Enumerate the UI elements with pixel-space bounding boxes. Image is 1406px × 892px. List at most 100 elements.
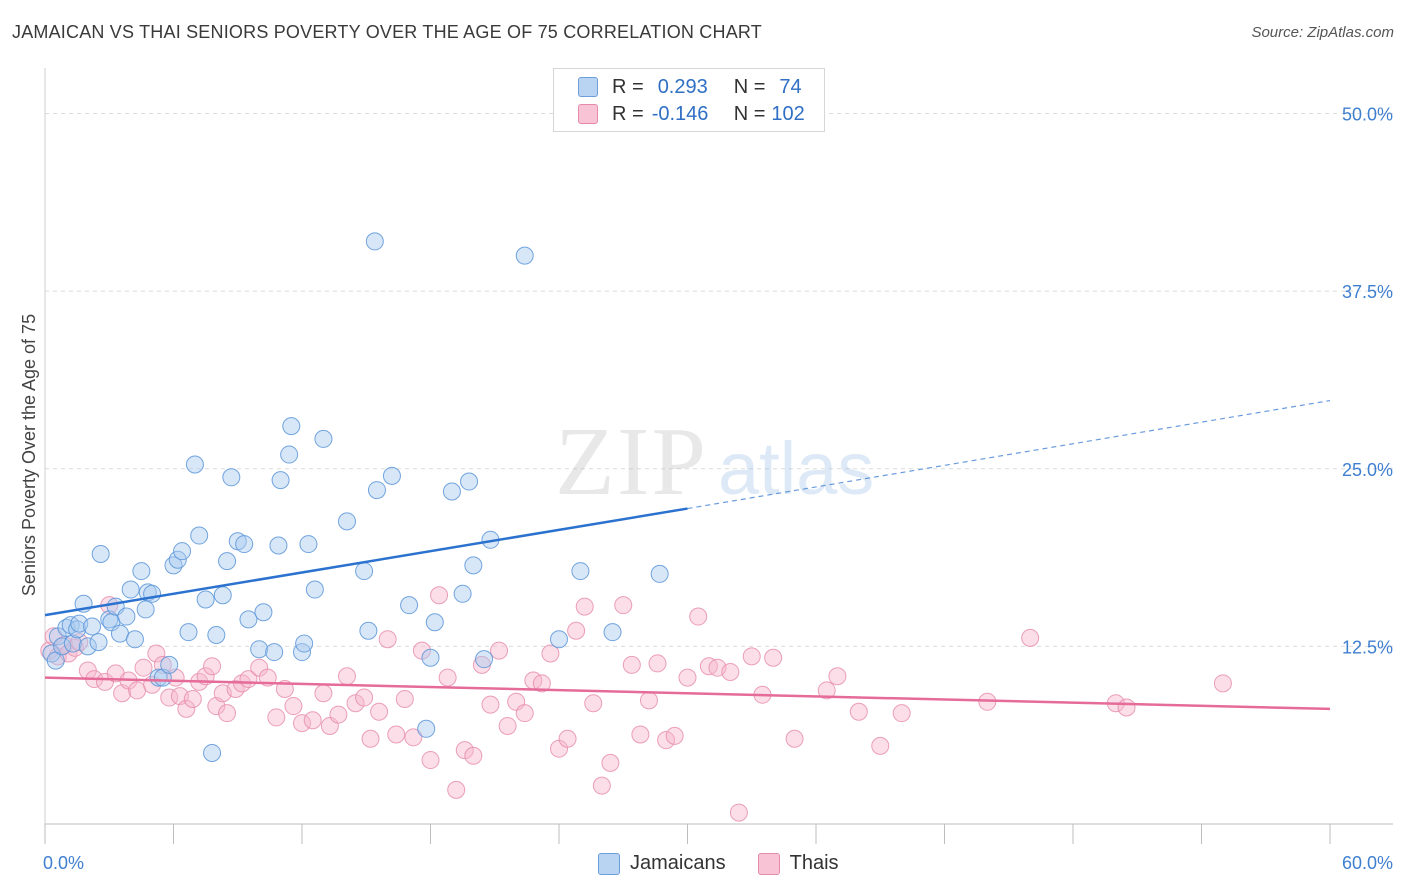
- thai-point: [648, 654, 667, 673]
- jamaicans-swatch: [598, 852, 620, 875]
- thai-point: [128, 681, 147, 700]
- thai-point: [303, 711, 322, 730]
- jamaican-point: [475, 650, 494, 669]
- jamaican-point: [78, 637, 97, 656]
- thai-point: [729, 803, 748, 822]
- thai-point: [567, 621, 586, 640]
- jamaican-point: [382, 466, 401, 485]
- thai-point: [284, 697, 303, 716]
- thai-point: [346, 694, 365, 713]
- thai-point: [742, 647, 761, 666]
- thai-point: [657, 731, 676, 750]
- thai-point: [639, 691, 658, 710]
- thai-point: [892, 704, 911, 723]
- jamaican-point: [425, 613, 444, 632]
- jamaican-point: [213, 586, 232, 605]
- jamaican-point: [254, 603, 273, 622]
- jamaican-point: [305, 580, 324, 599]
- jamaican-point: [460, 472, 479, 491]
- thai-point: [764, 648, 783, 667]
- legend-r-label: R =: [612, 75, 644, 98]
- thai-point: [622, 655, 641, 674]
- thai-point: [218, 704, 237, 723]
- legend-label-thais: Thais: [789, 852, 839, 874]
- legend-item-jamaicans[interactable]: Jamaicans: [598, 852, 726, 875]
- thai-point: [370, 702, 389, 721]
- thai-point: [665, 726, 684, 745]
- jamaican-point: [337, 512, 356, 531]
- thai-point: [267, 708, 286, 727]
- jamaican-point: [222, 468, 241, 487]
- thai-point: [293, 714, 311, 733]
- thai-point: [177, 699, 196, 718]
- thai-point: [481, 695, 500, 714]
- source-credit: Source: ZipAtlas.com: [1251, 24, 1394, 41]
- jamaicans-trend-extension: [687, 399, 1331, 510]
- thai-point: [614, 596, 633, 615]
- jamaican-point: [400, 596, 419, 615]
- thai-point: [498, 716, 517, 735]
- jamaican-point: [149, 668, 168, 687]
- x-tick-label: 60.0%: [1342, 853, 1393, 873]
- jamaican-point: [603, 623, 622, 642]
- jamaican-point: [442, 482, 461, 501]
- jamaican-point: [417, 719, 436, 738]
- jamaican-point: [160, 655, 179, 674]
- trend-lines: [44, 399, 1331, 711]
- legend-n-label: N =: [733, 75, 766, 98]
- thai-point: [203, 657, 222, 676]
- legend-label-jamaicans: Jamaicans: [630, 852, 726, 874]
- jamaican-point: [196, 590, 215, 609]
- jamaican-point: [515, 246, 534, 265]
- jamaican-point: [235, 535, 254, 554]
- jamaican-point: [359, 621, 378, 640]
- legend-r-value: 0.293: [657, 75, 708, 98]
- watermark: ZIP atlas: [555, 408, 874, 516]
- thai-point: [849, 702, 868, 721]
- legend-row-jamaicans: R = 0.293 N = 74: [578, 75, 802, 99]
- jamaican-point: [173, 542, 192, 561]
- legend-n-value: 102: [771, 102, 805, 125]
- y-tick-label: 25.0%: [1342, 460, 1393, 480]
- jamaican-point: [269, 536, 288, 555]
- jamaican-point: [453, 584, 472, 603]
- jamaican-point: [299, 535, 318, 554]
- jamaican-point: [83, 617, 102, 636]
- chart-title: JAMAICAN VS THAI SENIORS POVERTY OVER TH…: [12, 22, 762, 42]
- thai-point: [447, 780, 466, 799]
- y-axis-title: Seniors Poverty Over the Age of 75: [19, 314, 39, 596]
- correlation-legend: R = 0.293 N = 74 R = -0.146 N = 102: [553, 68, 825, 132]
- thai-point: [541, 644, 560, 663]
- legend-n-value: 74: [779, 75, 802, 98]
- series-legend: Jamaicans Thais: [598, 852, 871, 875]
- y-tick-label: 37.5%: [1342, 282, 1393, 302]
- jamaican-point: [132, 562, 151, 581]
- jamaican-point: [464, 556, 483, 575]
- jamaican-point: [314, 429, 333, 448]
- jamaican-point: [280, 445, 299, 464]
- axis-labels: 12.5% 25.0% 37.5% 50.0% 0.0% 60.0% Seniors Pov…: [19, 105, 1393, 873]
- thai-point: [355, 688, 374, 707]
- jamaican-point: [271, 471, 290, 490]
- jamaican-point: [550, 630, 568, 649]
- thai-point: [430, 586, 449, 605]
- jamaican-point: [136, 600, 155, 619]
- legend-r-label: R =: [612, 102, 644, 125]
- thai-point: [421, 751, 440, 770]
- jamaican-point: [179, 623, 198, 642]
- thai-point: [785, 729, 804, 748]
- jamaican-point: [295, 634, 314, 653]
- thai-point: [817, 681, 836, 700]
- jamaican-point: [117, 607, 136, 626]
- jamaican-point: [91, 545, 110, 564]
- thai-point: [1213, 674, 1232, 693]
- thai-point: [828, 667, 847, 686]
- jamaican-point: [125, 630, 144, 649]
- thai-point: [592, 776, 611, 795]
- thai-point: [558, 729, 577, 748]
- thais-swatch: [578, 104, 598, 124]
- thai-point: [532, 674, 551, 693]
- thais-trend-line: [44, 676, 1331, 711]
- jamaicans-points: [42, 232, 669, 762]
- legend-item-thais[interactable]: Thais: [757, 852, 839, 875]
